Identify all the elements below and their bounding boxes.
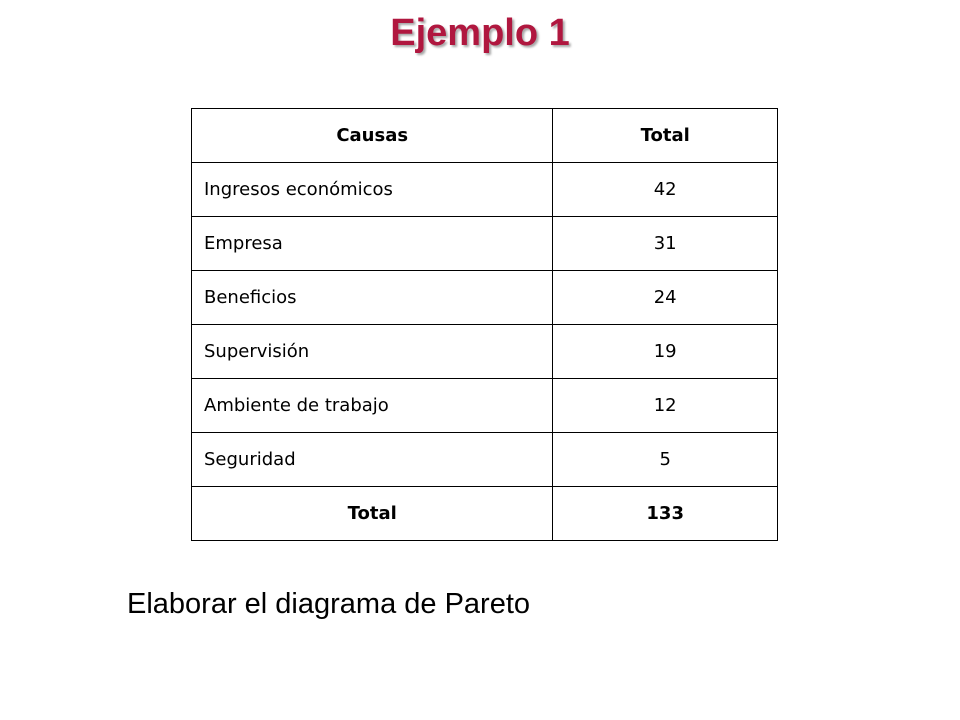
cause-cell: Seguridad bbox=[190, 432, 554, 487]
total-cell: 19 bbox=[552, 324, 778, 379]
instruction-text: Elaborar el diagrama de Pareto bbox=[127, 588, 531, 620]
cause-cell: Empresa bbox=[190, 216, 554, 271]
cause-cell: Ingresos económicos bbox=[190, 162, 554, 217]
total-cell: 12 bbox=[552, 378, 778, 433]
total-cell: 31 bbox=[552, 216, 778, 271]
causes-table: Causas Total Ingresos económicos 42 Empr… bbox=[190, 108, 778, 541]
cause-cell: Supervisión bbox=[190, 324, 554, 379]
table-row: Ingresos económicos 42 bbox=[190, 162, 778, 217]
cause-cell: Ambiente de trabajo bbox=[190, 378, 554, 433]
total-cell: 24 bbox=[552, 270, 778, 325]
header-total: Total bbox=[552, 108, 778, 163]
table-row: Empresa 31 bbox=[190, 216, 778, 271]
total-cell: 5 bbox=[552, 432, 778, 487]
table-total-row: Total 133 bbox=[190, 486, 778, 541]
cause-cell: Beneficios bbox=[190, 270, 554, 325]
slide-title: Ejemplo 1 bbox=[390, 12, 570, 54]
table-row: Ambiente de trabajo 12 bbox=[190, 378, 778, 433]
total-value-cell: 133 bbox=[552, 486, 778, 541]
table-row: Seguridad 5 bbox=[190, 432, 778, 487]
total-cell: 42 bbox=[552, 162, 778, 217]
table-header-row: Causas Total bbox=[190, 108, 778, 163]
header-causas: Causas bbox=[190, 108, 554, 163]
table-row: Beneficios 24 bbox=[190, 270, 778, 325]
table-row: Supervisión 19 bbox=[190, 324, 778, 379]
total-label-cell: Total bbox=[190, 486, 554, 541]
